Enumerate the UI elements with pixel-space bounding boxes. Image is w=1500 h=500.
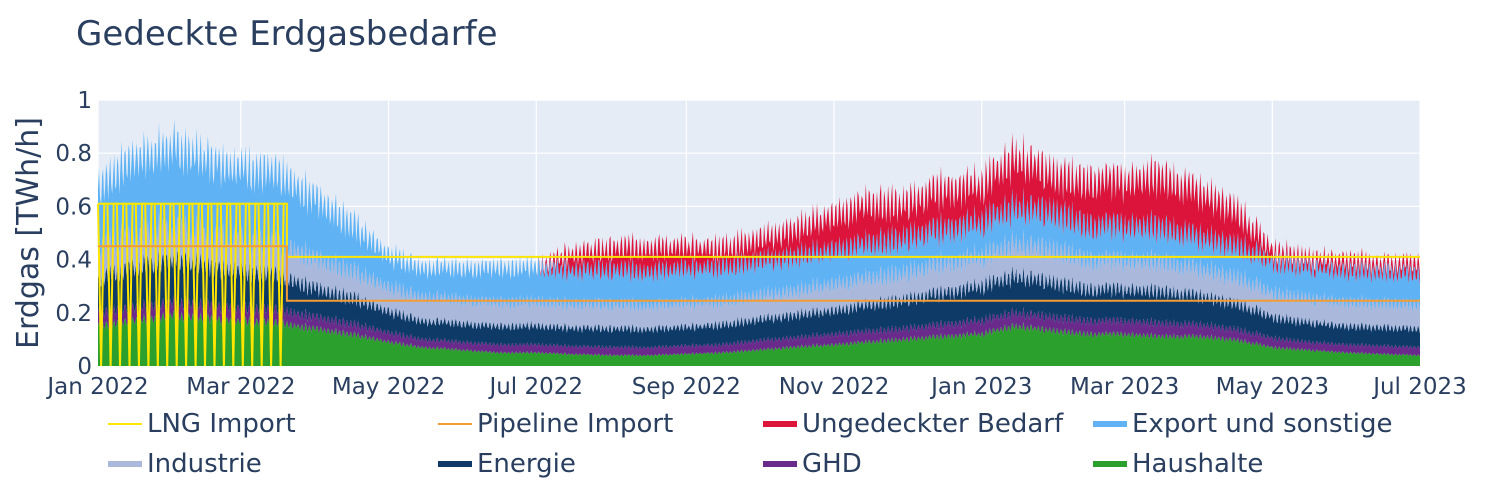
legend-swatch — [438, 423, 472, 425]
area-ungedeckter-bedarf — [98, 119, 1420, 285]
legend-item-industrie[interactable]: Industrie — [108, 444, 262, 484]
x-tick-label: Sep 2022 — [632, 374, 741, 400]
line-series-group — [97, 202, 1420, 367]
legend-item-export-und-sonstige[interactable]: Export und sonstige — [1093, 404, 1393, 444]
legend-item-pipeline-import[interactable]: Pipeline Import — [438, 404, 673, 444]
area-ghd — [98, 293, 1420, 357]
legend-item-lng-import[interactable]: LNG Import — [108, 404, 296, 444]
legend-swatch — [438, 461, 472, 467]
x-tick-label: May 2023 — [1216, 374, 1329, 400]
line-pipeline-import — [98, 245, 1420, 302]
chart-svg: 00.20.40.60.81 Jan 2022 Mar 2022 May 2022 J… — [11, 88, 1467, 400]
legend-label: Export und sonstige — [1132, 409, 1393, 439]
x-tick-label: May 2022 — [332, 374, 445, 400]
legend-item-ghd[interactable]: GHD — [763, 444, 862, 484]
legend-swatch — [108, 423, 142, 425]
legend-label: GHD — [802, 449, 862, 479]
x-tick-labels: Jan 2022 Mar 2022 May 2022 Jul 2022 Sep 2022… — [45, 374, 1466, 400]
y-tick-label: 0.8 — [55, 141, 92, 167]
x-tick-label: Nov 2022 — [779, 374, 890, 400]
legend-label: Pipeline Import — [477, 409, 674, 439]
area-energie — [98, 245, 1420, 350]
legend-label: Industrie — [147, 449, 262, 479]
legend-swatch — [1093, 421, 1127, 427]
legend-swatch — [1093, 461, 1127, 467]
x-tick-label: Jan 2023 — [929, 374, 1032, 400]
x-tick-label: Jul 2022 — [487, 374, 583, 400]
legend-label: LNG Import — [147, 409, 296, 439]
area-series-group — [98, 119, 1420, 366]
x-tick-label: Jul 2023 — [1371, 374, 1467, 400]
y-tick-label: 0.2 — [55, 301, 92, 327]
y-tick-label: 0 — [77, 354, 92, 380]
area-haushalte — [98, 308, 1420, 366]
legend-swatch — [763, 421, 797, 427]
x-tick-label: Jan 2022 — [45, 374, 148, 400]
x-tick-label: Mar 2023 — [1070, 374, 1179, 400]
area-export-und-sonstige — [98, 119, 1420, 314]
chart-title: Gedeckte Erdgasbedarfe — [76, 14, 498, 54]
legend-swatch — [763, 461, 797, 467]
y-tick-labels: 0 0.2 0.4 0.6 0.8 1 — [55, 88, 92, 380]
legend-item-energie[interactable]: Energie — [438, 444, 576, 484]
y-axis-title: Erdgas [TWh/h] — [11, 117, 46, 349]
legend-label: Energie — [477, 449, 576, 479]
x-tick-label: Mar 2022 — [186, 374, 295, 400]
legend-swatch — [108, 461, 142, 467]
y-tick-label: 0.6 — [55, 194, 92, 220]
legend-label: Haushalte — [1132, 449, 1264, 479]
legend: LNG Import Pipeline Import Ungedeckter Bed… — [108, 404, 1438, 488]
area-industrie — [98, 209, 1420, 334]
line-lng-import-oscillation — [97, 202, 287, 367]
legend-item-ungedeckter-bedarf[interactable]: Ungedeckter Bedarf — [763, 404, 1063, 444]
legend-label: Ungedeckter Bedarf — [802, 409, 1064, 439]
legend-item-haushalte[interactable]: Haushalte — [1093, 444, 1263, 484]
y-tick-label: 0.4 — [55, 248, 92, 274]
y-tick-label: 1 — [77, 88, 92, 114]
